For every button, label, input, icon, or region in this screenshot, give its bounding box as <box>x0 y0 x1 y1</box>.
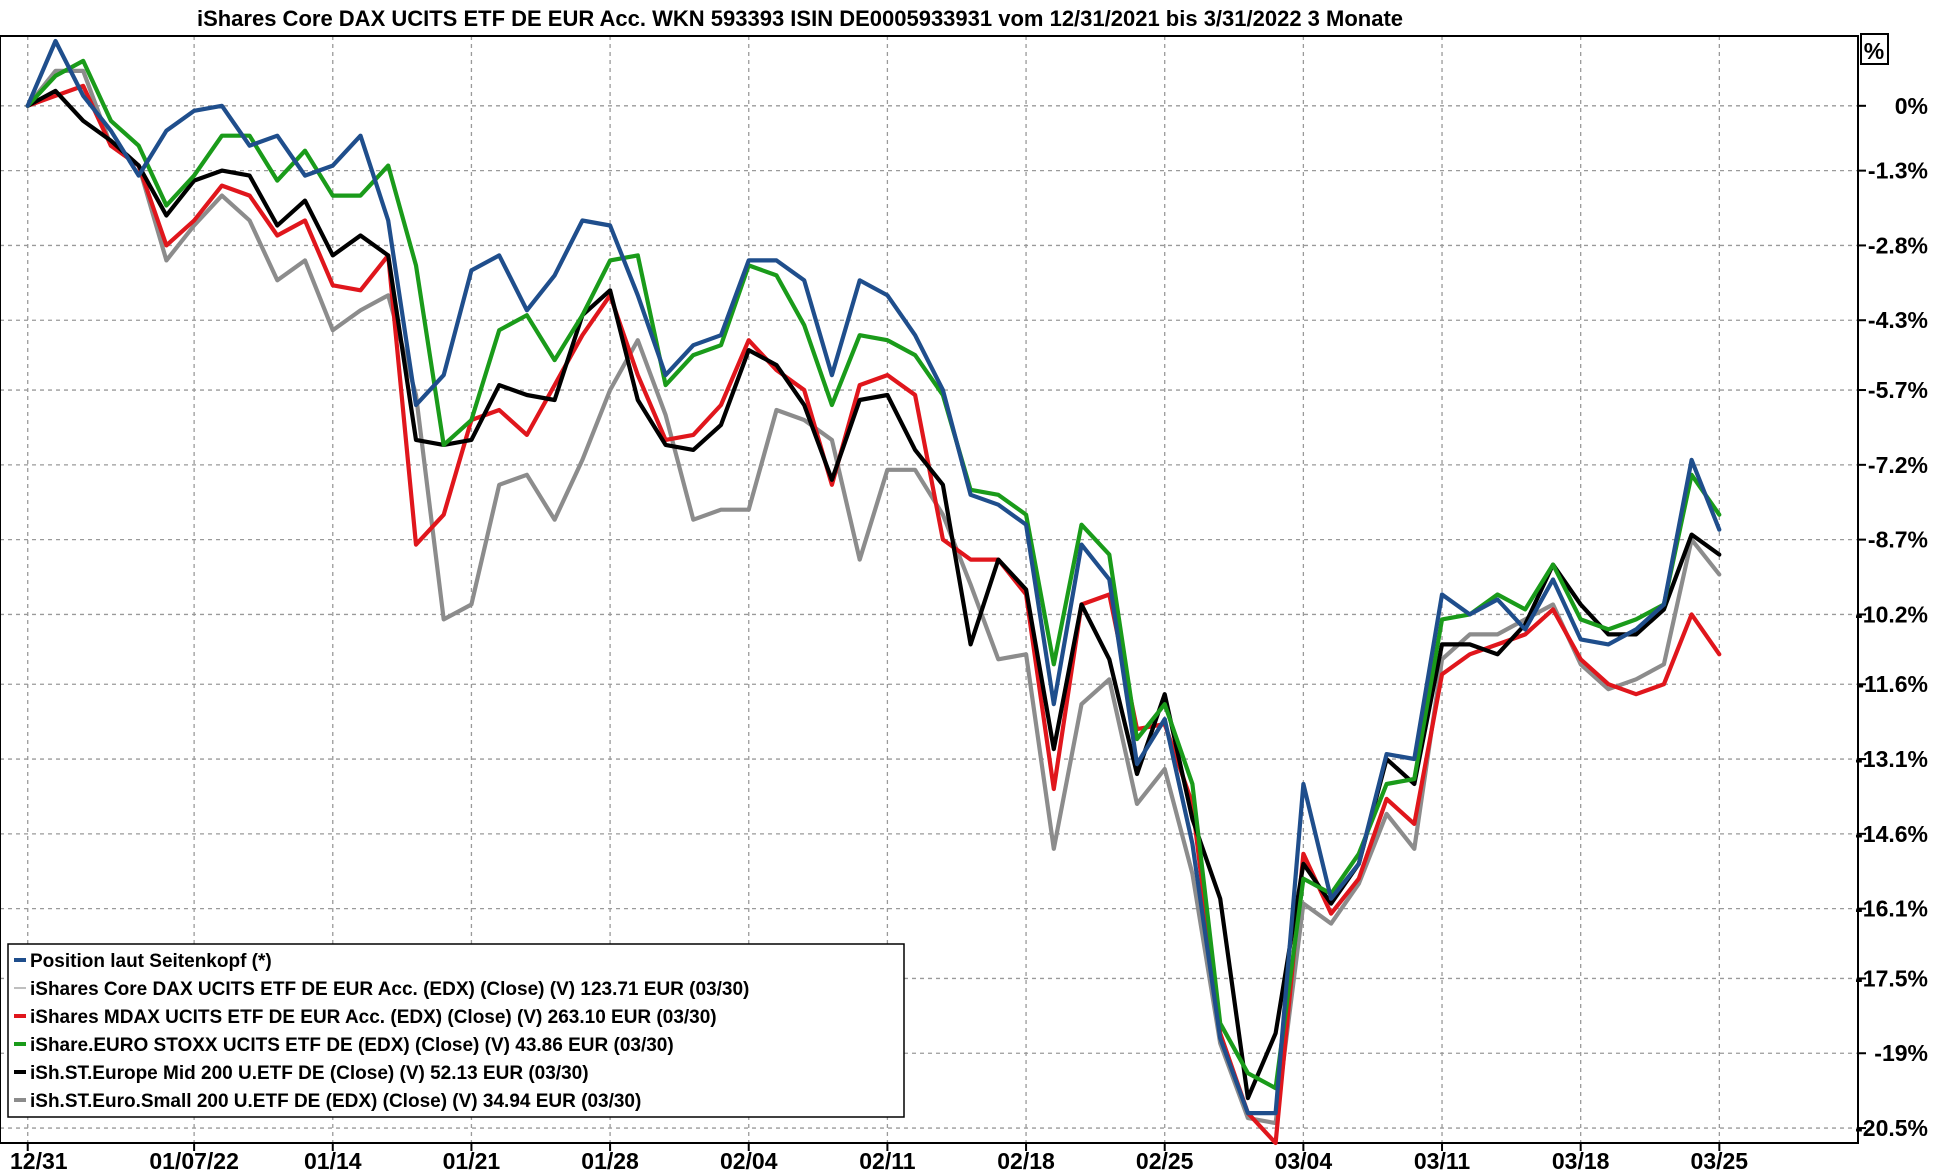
y-tick-label: -16.1% <box>1855 896 1928 922</box>
series-line-4 <box>25 88 1722 1101</box>
plot-frame <box>0 35 1859 1144</box>
y-tick-label: -19% <box>1874 1040 1928 1066</box>
legend-entry: iSh.ST.Europe Mid 200 U.ETF DE (Close) (… <box>30 1063 589 1084</box>
x-tick-label: 03/18 <box>1552 1148 1610 1174</box>
y-tick-label: -4.3% <box>1868 307 1928 333</box>
series-line-3 <box>25 58 1722 1091</box>
y-tick-label: -7.2% <box>1868 452 1928 478</box>
x-tick-label: 01/14 <box>304 1148 362 1174</box>
y-axis: % 0% -1.3% -2.8% -4.3% -5.7% -7.2% -8.7% -10.2%… <box>1855 33 1928 1141</box>
y-axis-unit-label: % <box>1864 38 1884 64</box>
y-tick-label: -11.6% <box>1856 671 1928 697</box>
legend: Position laut Seitenkopf (*) iShares Core… <box>7 943 905 1118</box>
y-tick-label: -20.5% <box>1855 1115 1928 1141</box>
y-tick-label: -8.7% <box>1868 527 1928 553</box>
legend-entry: iShares MDAX UCITS ETF DE EUR Acc. (EDX)… <box>30 1007 717 1028</box>
legend-box <box>7 943 905 1118</box>
series-lines <box>25 38 1722 1146</box>
x-tick-label: 12/31 <box>10 1148 68 1174</box>
legend-entry: Position laut Seitenkopf (*) <box>30 951 272 972</box>
legend-entry: iShare.EURO STOXX UCITS ETF DE (EDX) (Cl… <box>30 1035 674 1056</box>
unit-label-box <box>1860 33 1889 65</box>
series-line-2 <box>25 83 1722 1146</box>
y-tick-label: -10.2% <box>1855 601 1928 627</box>
y-tick-label: -1.3% <box>1868 158 1928 184</box>
chart-title: iShares Core DAX UCITS ETF DE EUR Acc. W… <box>197 6 1403 31</box>
x-tick-label: 02/04 <box>720 1148 778 1174</box>
x-tick-label: 03/11 <box>1414 1148 1470 1174</box>
y-tick-label: -5.7% <box>1868 377 1928 403</box>
y-tick-label: -13.1% <box>1855 746 1928 772</box>
y-tick-label: -14.6% <box>1855 821 1928 847</box>
x-tick-label: 02/11 <box>859 1148 915 1174</box>
x-tick-label: 02/18 <box>997 1148 1055 1174</box>
series-line-0 <box>25 38 1722 1116</box>
x-tick-label: 01/21 <box>443 1148 501 1174</box>
x-tick-label: 03/25 <box>1691 1148 1749 1174</box>
y-tick-label: -17.5% <box>1855 965 1928 991</box>
x-tick-label: 03/04 <box>1275 1148 1333 1174</box>
x-axis: 12/31 01/07/22 01/14 01/21 01/28 02/04 02/11 02… <box>10 1143 1748 1174</box>
x-tick-label: 01/28 <box>581 1148 639 1174</box>
legend-entry: iShares Core DAX UCITS ETF DE EUR Acc. (… <box>30 979 749 1000</box>
y-tick-label: 0% <box>1895 93 1928 119</box>
x-tick-label: 02/25 <box>1136 1148 1194 1174</box>
x-tick-label: 01/07/22 <box>149 1148 239 1174</box>
legend-entry: iSh.ST.Euro.Small 200 U.ETF DE (EDX) (Cl… <box>30 1091 641 1112</box>
y-tick-label: -2.8% <box>1868 232 1928 258</box>
